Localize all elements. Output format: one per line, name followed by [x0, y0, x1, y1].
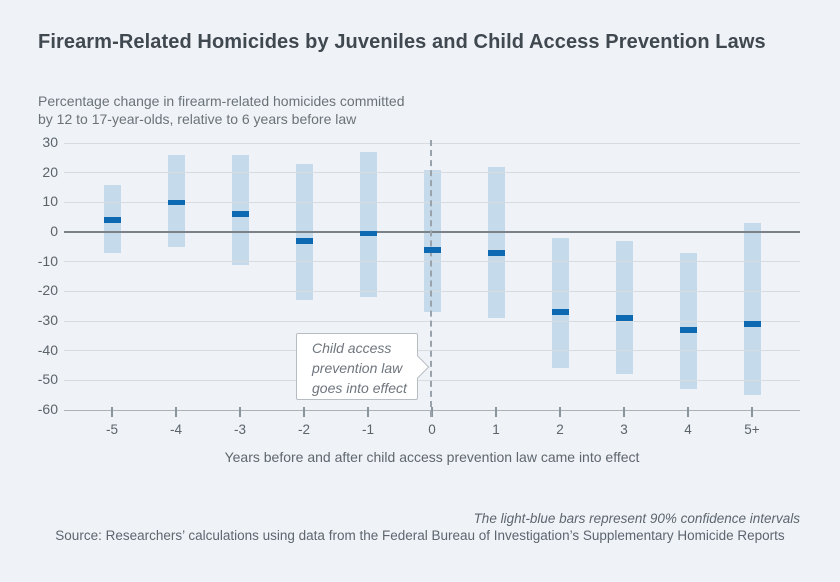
source-line: Source: Researchers’ calculations using … — [55, 528, 785, 543]
y-tick-label--10: -10 — [37, 252, 58, 269]
point-estimate--5 — [103, 217, 121, 223]
y-tick-label--50: -50 — [37, 371, 58, 388]
confidence-interval-note: The light-blue bars represent 90% confid… — [473, 511, 800, 526]
x-tick--1 — [367, 407, 369, 417]
point-estimate--2 — [295, 238, 313, 244]
gridline--40 — [64, 350, 800, 352]
x-tick-5+ — [751, 407, 753, 417]
y-tick-label-30: 30 — [42, 134, 58, 150]
gridline-10 — [64, 201, 800, 203]
point-estimate-1 — [487, 250, 505, 256]
y-tick-label-20: 20 — [42, 163, 58, 180]
x-tick-label-3: 3 — [620, 422, 628, 437]
point-estimate-0 — [423, 247, 441, 253]
law-effect-dashed-line — [430, 140, 432, 417]
x-tick--3 — [239, 407, 241, 417]
ci-bar-3 — [615, 240, 633, 375]
gridline--20 — [64, 290, 800, 292]
annotation-line3: goes into effect — [312, 380, 407, 396]
x-tick--2 — [303, 407, 305, 417]
y-axis-description-line2: by 12 to 17-year-olds, relative to 6 yea… — [38, 111, 357, 127]
x-tick-3 — [623, 407, 625, 417]
x-tick-label--3: -3 — [233, 422, 246, 437]
ci-bar-2 — [551, 237, 569, 369]
x-tick-label--1: -1 — [361, 422, 374, 437]
x-axis-title: Years before and after child access prev… — [224, 449, 640, 465]
ci-bar-0 — [423, 169, 441, 313]
x-tick-label--5: -5 — [105, 422, 118, 437]
x-tick-label-1: 1 — [492, 422, 500, 437]
ci-bar-1 — [487, 166, 505, 319]
x-tick-label-4: 4 — [684, 422, 692, 437]
gridline--10 — [64, 261, 800, 263]
ci-bar--3 — [231, 154, 249, 265]
annotation-line1: Child access — [312, 340, 392, 356]
point-estimate--3 — [231, 211, 249, 217]
y-tick-label--40: -40 — [37, 341, 58, 358]
y-tick-label--30: -30 — [37, 312, 58, 328]
gridline--30 — [64, 320, 800, 322]
y-axis-description: Percentage change in firearm-related hom… — [38, 92, 405, 128]
y-tick-label-0: 0 — [50, 223, 58, 239]
x-tick-label--2: -2 — [297, 422, 310, 437]
x-tick-1 — [495, 407, 497, 417]
y-axis-description-line1: Percentage change in firearm-related hom… — [38, 93, 405, 109]
gridline-30 — [64, 142, 800, 144]
y-tick-label--60: -60 — [37, 401, 58, 417]
ci-bar--1 — [359, 151, 377, 298]
x-tick-label-0: 0 — [428, 422, 436, 437]
x-tick-label-2: 2 — [556, 422, 564, 437]
y-tick-label-10: 10 — [42, 193, 58, 210]
point-estimate-4 — [679, 327, 697, 333]
annotation-line2: prevention law — [312, 360, 403, 376]
point-estimate-2 — [551, 309, 569, 315]
point-estimate--1 — [359, 230, 377, 237]
law-effect-annotation: Child access prevention law goes into ef… — [296, 333, 430, 400]
y-tick-label--20: -20 — [37, 282, 58, 299]
point-estimate--4 — [167, 199, 185, 206]
gridline--50 — [64, 379, 800, 381]
x-tick-label--4: -4 — [169, 422, 182, 437]
x-tick-2 — [559, 407, 561, 417]
x-tick--5 — [111, 407, 113, 417]
x-tick--4 — [175, 407, 177, 417]
ci-bar-5+ — [743, 223, 761, 396]
point-estimate-3 — [615, 315, 633, 321]
x-tick-0 — [431, 407, 433, 417]
chart-title: Firearm-Related Homicides by Juveniles a… — [38, 31, 766, 53]
point-estimate-5+ — [743, 321, 761, 327]
gridline-20 — [64, 172, 800, 174]
x-tick-4 — [687, 407, 689, 417]
gridline-0 — [64, 231, 800, 233]
x-tick-label-5+: 5+ — [744, 422, 760, 437]
